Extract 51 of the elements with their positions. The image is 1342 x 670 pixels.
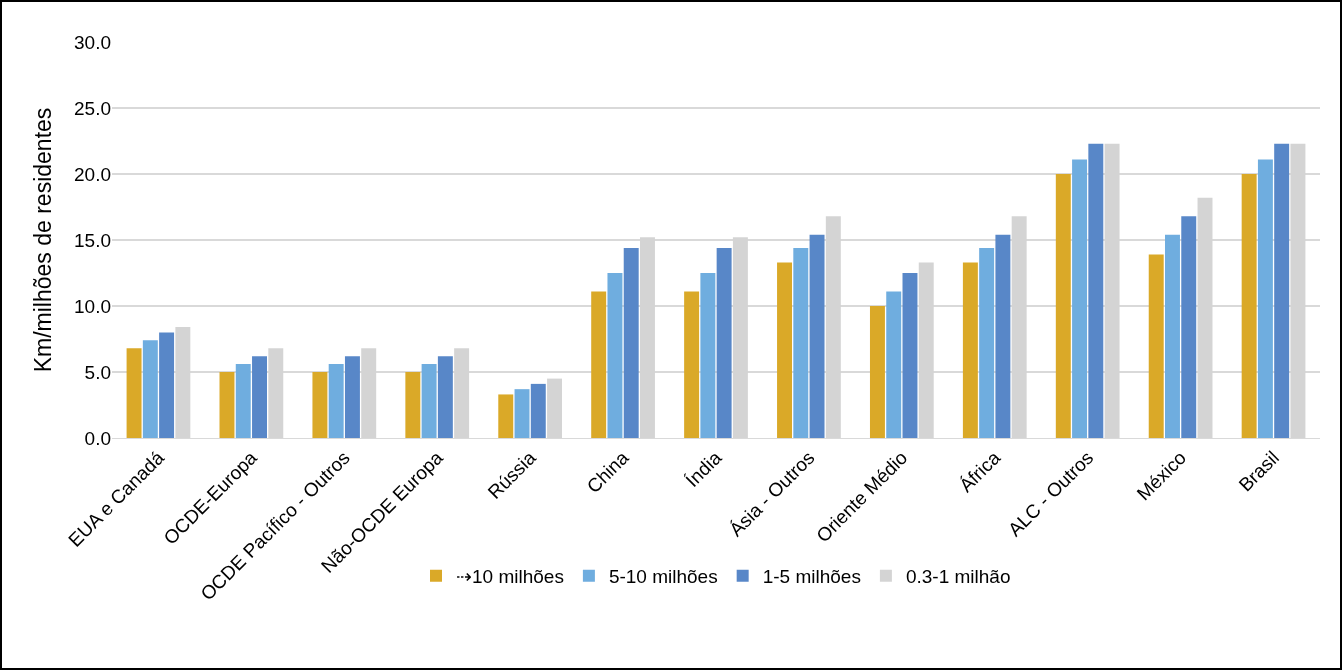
bar: [1088, 143, 1104, 438]
y-tick-label: 10.0: [74, 295, 111, 317]
legend-label: ⇢10 milhões: [456, 566, 564, 588]
bar: [514, 389, 530, 438]
y-tick-label: 30.0: [74, 31, 111, 53]
y-tick-label: 0.0: [84, 427, 111, 449]
bar: [700, 273, 716, 438]
bar: [405, 372, 421, 438]
bar: [126, 348, 142, 438]
bar: [252, 356, 267, 438]
bar: [1274, 143, 1290, 438]
bar: [421, 364, 437, 438]
bar: [344, 356, 360, 438]
bar: [1257, 159, 1273, 438]
y-tick-label: 25.0: [74, 97, 111, 119]
legend-label: 1-5 milhões: [762, 566, 861, 588]
bar: [159, 332, 175, 438]
bar: [437, 356, 453, 438]
bar: [235, 364, 251, 438]
bar: [1241, 174, 1257, 438]
bar: [623, 247, 639, 438]
bar: [607, 273, 623, 438]
bar: [328, 364, 344, 438]
bar: [1165, 234, 1180, 438]
bar: [312, 372, 328, 438]
bar: [498, 394, 514, 438]
y-tick-label: 20.0: [74, 163, 111, 185]
bar: [1148, 254, 1164, 438]
legend-label: 5-10 milhões: [608, 566, 718, 588]
bar: [219, 372, 235, 438]
y-axis-title: Km/milhões de residentes: [30, 107, 57, 373]
bar: [142, 340, 158, 438]
bar: [1072, 159, 1088, 438]
bar: [716, 247, 732, 438]
legend-label: 0.3-1 milhão: [905, 566, 1011, 588]
bar: [979, 247, 995, 438]
bar: [995, 234, 1011, 438]
bar: [793, 247, 809, 438]
y-tick-label: 5.0: [84, 361, 111, 383]
bar: [777, 262, 793, 438]
y-tick-label: 15.0: [74, 229, 111, 251]
bar: [684, 291, 700, 438]
bar: [809, 234, 825, 438]
bar: [902, 273, 918, 438]
bar: [1181, 216, 1197, 438]
bar: [869, 306, 885, 438]
bar: [530, 383, 546, 438]
bar: [1055, 174, 1071, 438]
bar: [591, 291, 607, 438]
bar: [962, 262, 978, 438]
bar: [886, 291, 902, 438]
